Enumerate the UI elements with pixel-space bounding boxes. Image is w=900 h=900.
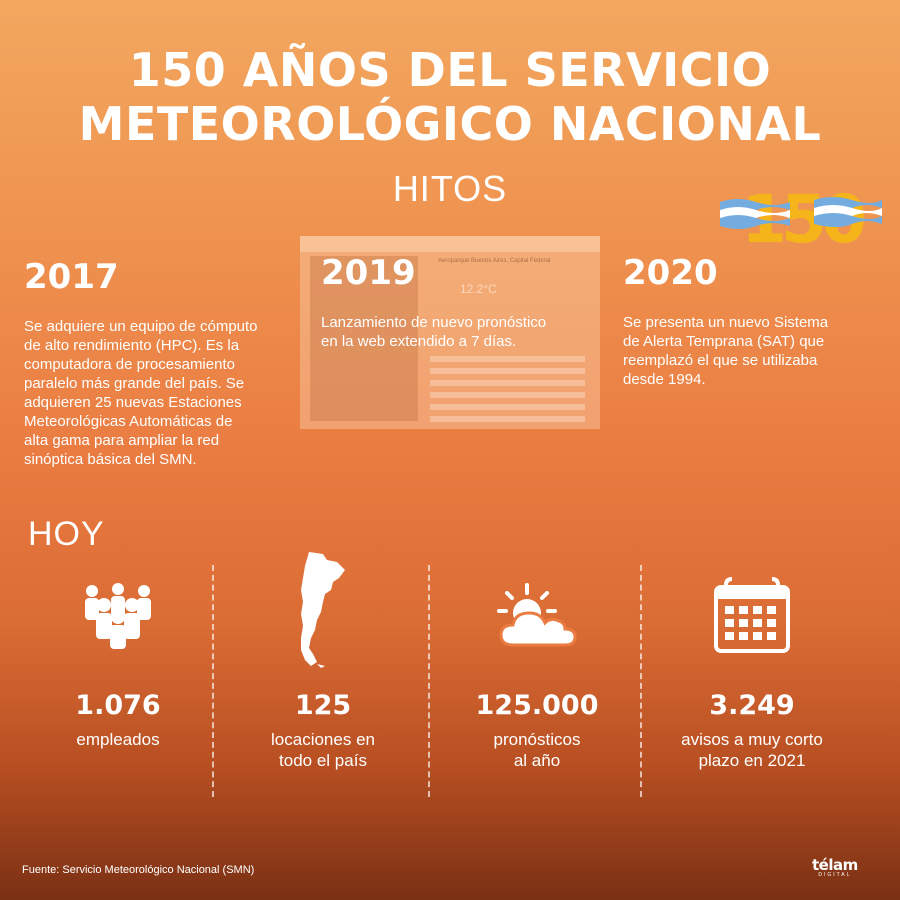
stat-label: locaciones en todo el país [271, 730, 375, 770]
flag-right-icon [814, 197, 882, 227]
screenshot-temperature: 12.2°C [460, 282, 497, 296]
stat-forecasts: 125.000 pronósticos al año [437, 560, 637, 771]
stat-value: 125.000 [475, 690, 599, 721]
page-title-line2: METEOROLÓGICO NACIONAL [78, 97, 822, 151]
milestone-year: 2019 [321, 253, 416, 293]
milestone-2019: 2019 Lanzamiento de nuevo pronóstico en … [321, 253, 601, 351]
stat-locations: 125 locaciones en todo el país [223, 552, 423, 771]
people-icon [85, 583, 151, 649]
milestone-2017: 2017 Se adquiere un equipo de cómputo de… [24, 257, 304, 469]
stat-value: 1.076 [75, 690, 161, 721]
stat-label: empleados [76, 730, 160, 749]
milestone-year: 2020 [623, 253, 718, 293]
milestone-description: Se adquiere un equipo de cómputo de alto… [24, 318, 258, 468]
page-title-line1: 150 AÑOS DEL SERVICIO [128, 43, 772, 97]
source-credit: Fuente: Servicio Meteorológico Nacional … [22, 864, 255, 876]
calendar-icon [714, 577, 790, 653]
divider [428, 565, 430, 797]
divider [212, 565, 214, 797]
stat-employees: 1.076 empleados [18, 560, 218, 750]
stat-value: 125 [294, 690, 352, 721]
flag-left-icon [720, 199, 790, 229]
forecast-website-screenshot: Aeroparque Buenos Aires, Capital Federal… [300, 236, 600, 429]
milestone-year: 2017 [24, 257, 119, 297]
milestone-2020: 2020 Se presenta un nuevo Sistema de Ale… [623, 253, 893, 389]
argentina-map-icon [301, 552, 345, 668]
stat-label: pronósticos al año [493, 730, 581, 770]
stat-label: avisos a muy corto plazo en 2021 [681, 730, 823, 770]
milestone-description: Lanzamiento de nuevo pronóstico en la we… [321, 314, 547, 350]
screenshot-location: Aeroparque Buenos Aires, Capital Federal [438, 258, 551, 264]
divider [640, 565, 642, 797]
section-hoy-heading: HOY [28, 515, 105, 553]
stat-value: 3.249 [709, 690, 795, 721]
anniversary-150-logo: 150 [718, 180, 884, 258]
telam-logo: télam DIGITAL [812, 856, 858, 878]
stat-alerts: 3.249 avisos a muy corto plazo en 2021 [652, 560, 852, 771]
sun-cloud-icon [497, 583, 577, 647]
section-hitos-heading: HITOS [392, 168, 508, 209]
milestone-description: Se presenta un nuevo Sistema de Alerta T… [623, 314, 829, 388]
